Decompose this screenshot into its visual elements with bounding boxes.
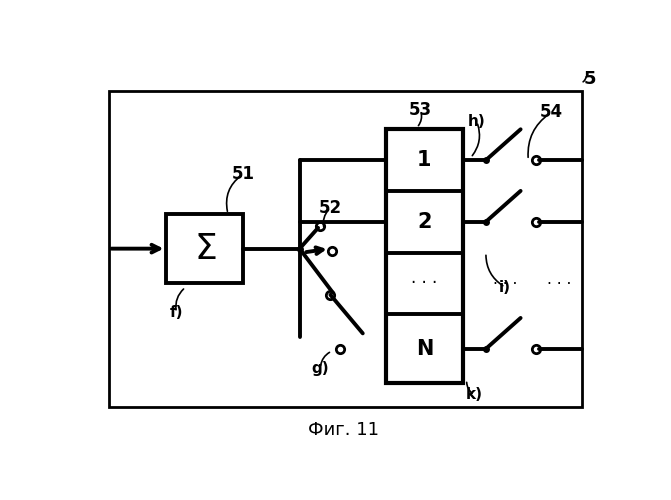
Text: Фиг. 11: Фиг. 11 [308, 420, 379, 438]
Text: k): k) [466, 388, 483, 402]
Text: i): i) [499, 280, 511, 294]
Text: 2: 2 [417, 212, 431, 232]
Text: g): g) [311, 360, 329, 376]
Text: 5: 5 [584, 70, 596, 88]
Text: h): h) [468, 114, 486, 129]
Text: · · ·: · · · [411, 274, 437, 292]
Bar [166, 214, 244, 284]
Text: 51: 51 [232, 165, 255, 183]
Text: 52: 52 [319, 199, 342, 217]
Bar [386, 130, 463, 384]
Text: · · ·: · · · [493, 278, 517, 292]
Text: 1: 1 [417, 150, 431, 170]
Text: 53: 53 [409, 101, 432, 119]
Text: 54: 54 [540, 104, 563, 122]
Text: $\Sigma$: $\Sigma$ [194, 232, 216, 266]
Text: · · ·: · · · [547, 278, 571, 292]
Text: f): f) [170, 305, 183, 320]
Text: N: N [415, 339, 433, 359]
Bar [109, 91, 582, 406]
